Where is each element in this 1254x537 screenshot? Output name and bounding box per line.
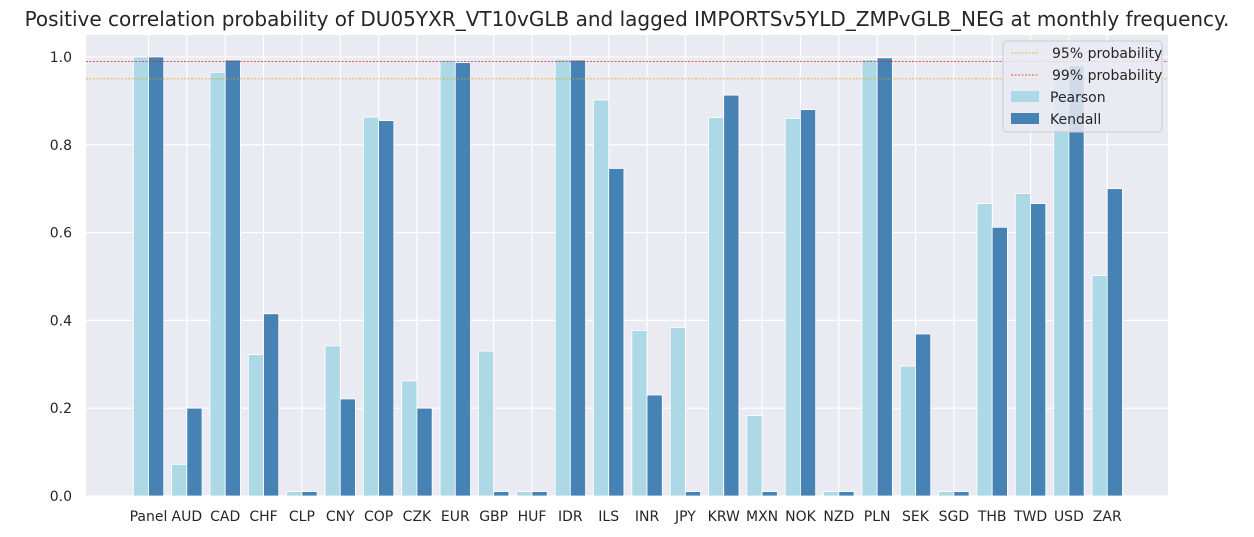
bar-pearson-huf — [516, 491, 533, 497]
x-tick-label: CHF — [249, 509, 277, 525]
bar-pearson-cad — [209, 71, 226, 497]
bar-pearson-idr — [554, 58, 571, 497]
x-tick-label: CZK — [403, 509, 432, 525]
legend-swatch-patch — [1011, 91, 1039, 102]
y-tick-label: 1.0 — [50, 50, 72, 66]
bar-kendall-krw — [723, 94, 740, 497]
bar-kendall-huf — [531, 491, 548, 497]
bar-pearson-sek — [899, 365, 916, 497]
bar-kendall-inr — [646, 394, 663, 497]
bar-kendall-twd — [1030, 203, 1047, 497]
x-tick-label: COP — [364, 509, 393, 525]
legend-label: Pearson — [1050, 90, 1106, 106]
x-tick-label: GBP — [479, 509, 508, 525]
x-tick-label: USD — [1054, 509, 1084, 525]
x-tick-label: HUF — [518, 509, 547, 525]
bar-pearson-nzd — [823, 491, 840, 497]
legend-swatch-patch — [1011, 113, 1039, 124]
bar-pearson-pln — [861, 59, 878, 497]
bar-kendall-thb — [991, 226, 1008, 497]
y-tick-label: 0.8 — [50, 138, 72, 154]
bar-kendall-jpy — [685, 491, 702, 497]
chart-title: Positive correlation probability of DU05… — [25, 7, 1230, 31]
bar-pearson-panel — [132, 56, 149, 497]
x-tick-label: NZD — [823, 509, 854, 525]
bar-kendall-aud — [186, 407, 203, 497]
bar-kendall-gbp — [493, 491, 510, 497]
legend-label: Kendall — [1050, 112, 1101, 128]
legend: 95% probability 99% probability Pearson Ken… — [1002, 40, 1163, 133]
bar-pearson-zar — [1091, 275, 1108, 497]
x-tick-label: Panel — [130, 509, 168, 525]
bar-kendall-sek — [915, 333, 932, 497]
x-tick-label: CLP — [289, 509, 315, 525]
y-tick-label: 0.4 — [50, 313, 72, 329]
x-tick-label: TWD — [1013, 509, 1047, 525]
x-tick-label: KRW — [708, 509, 740, 525]
bar-pearson-nok — [784, 118, 801, 497]
x-tick-label: CAD — [210, 509, 240, 525]
bar-kendall-mxn — [761, 491, 778, 497]
x-tick-label: PLN — [864, 509, 891, 525]
bars — [132, 56, 1123, 497]
bar-pearson-krw — [708, 117, 725, 497]
x-tick-label: IDR — [558, 509, 583, 525]
bar-pearson-eur — [439, 59, 456, 497]
x-tick-label: JPY — [674, 509, 696, 525]
bar-kendall-nzd — [838, 491, 855, 497]
bar-pearson-ils — [593, 99, 610, 497]
y-tick-label: 0.6 — [50, 226, 72, 242]
bar-kendall-idr — [569, 59, 586, 497]
bar-pearson-thb — [976, 203, 993, 497]
x-tick-label: CNY — [326, 509, 355, 525]
bar-kendall-pln — [876, 57, 893, 497]
bar-pearson-mxn — [746, 415, 763, 497]
x-tick-label: AUD — [172, 509, 203, 525]
bar-pearson-czk — [401, 380, 418, 497]
bar-pearson-cny — [324, 345, 341, 497]
y-tick-label: 0.2 — [50, 401, 72, 417]
legend-label: 95% probability — [1052, 46, 1162, 62]
bar-pearson-inr — [631, 330, 648, 497]
reference-lines — [86, 60, 1168, 80]
bar-pearson-clp — [286, 491, 303, 497]
bar-pearson-aud — [171, 463, 188, 497]
legend-label: 99% probability — [1052, 68, 1162, 84]
bar-pearson-gbp — [478, 350, 495, 497]
bar-pearson-chf — [247, 354, 264, 497]
x-tick-label: EUR — [441, 509, 470, 525]
bar-kendall-ils — [608, 168, 625, 497]
bar-kendall-cny — [339, 398, 356, 497]
x-tick-label: SEK — [902, 509, 930, 525]
bar-kendall-chf — [263, 313, 280, 497]
bar-pearson-sgd — [938, 491, 955, 497]
bar-kendall-cad — [224, 59, 241, 497]
x-tick-label: SGD — [939, 509, 970, 525]
legend-box — [1002, 40, 1163, 133]
x-tick-label: ZAR — [1093, 509, 1122, 525]
bar-pearson-twd — [1014, 193, 1031, 497]
bar-kendall-panel — [148, 56, 165, 497]
bar-kendall-zar — [1106, 188, 1123, 497]
x-axis: Panel AUD CAD CHF CLP CNY COP CZK EUR GBP HUF IDR IL… — [130, 509, 1122, 525]
bar-kendall-eur — [454, 62, 471, 497]
x-tick-label: INR — [635, 509, 660, 525]
x-tick-label: THB — [977, 509, 1007, 525]
y-tick-label: 0.0 — [50, 489, 72, 505]
x-tick-label: MXN — [746, 509, 778, 525]
bar-kendall-sgd — [953, 491, 970, 497]
bar-kendall-clp — [301, 491, 318, 497]
y-axis: 0.0 0.2 0.4 0.6 0.8 1.0 — [50, 50, 72, 505]
bar-pearson-cop — [362, 116, 379, 497]
bar-kendall-czk — [416, 407, 433, 497]
bar-kendall-nok — [800, 109, 817, 497]
bar-kendall-cop — [378, 120, 395, 497]
x-tick-label: NOK — [785, 509, 816, 525]
x-tick-label: ILS — [598, 509, 619, 525]
bar-pearson-jpy — [669, 327, 686, 497]
